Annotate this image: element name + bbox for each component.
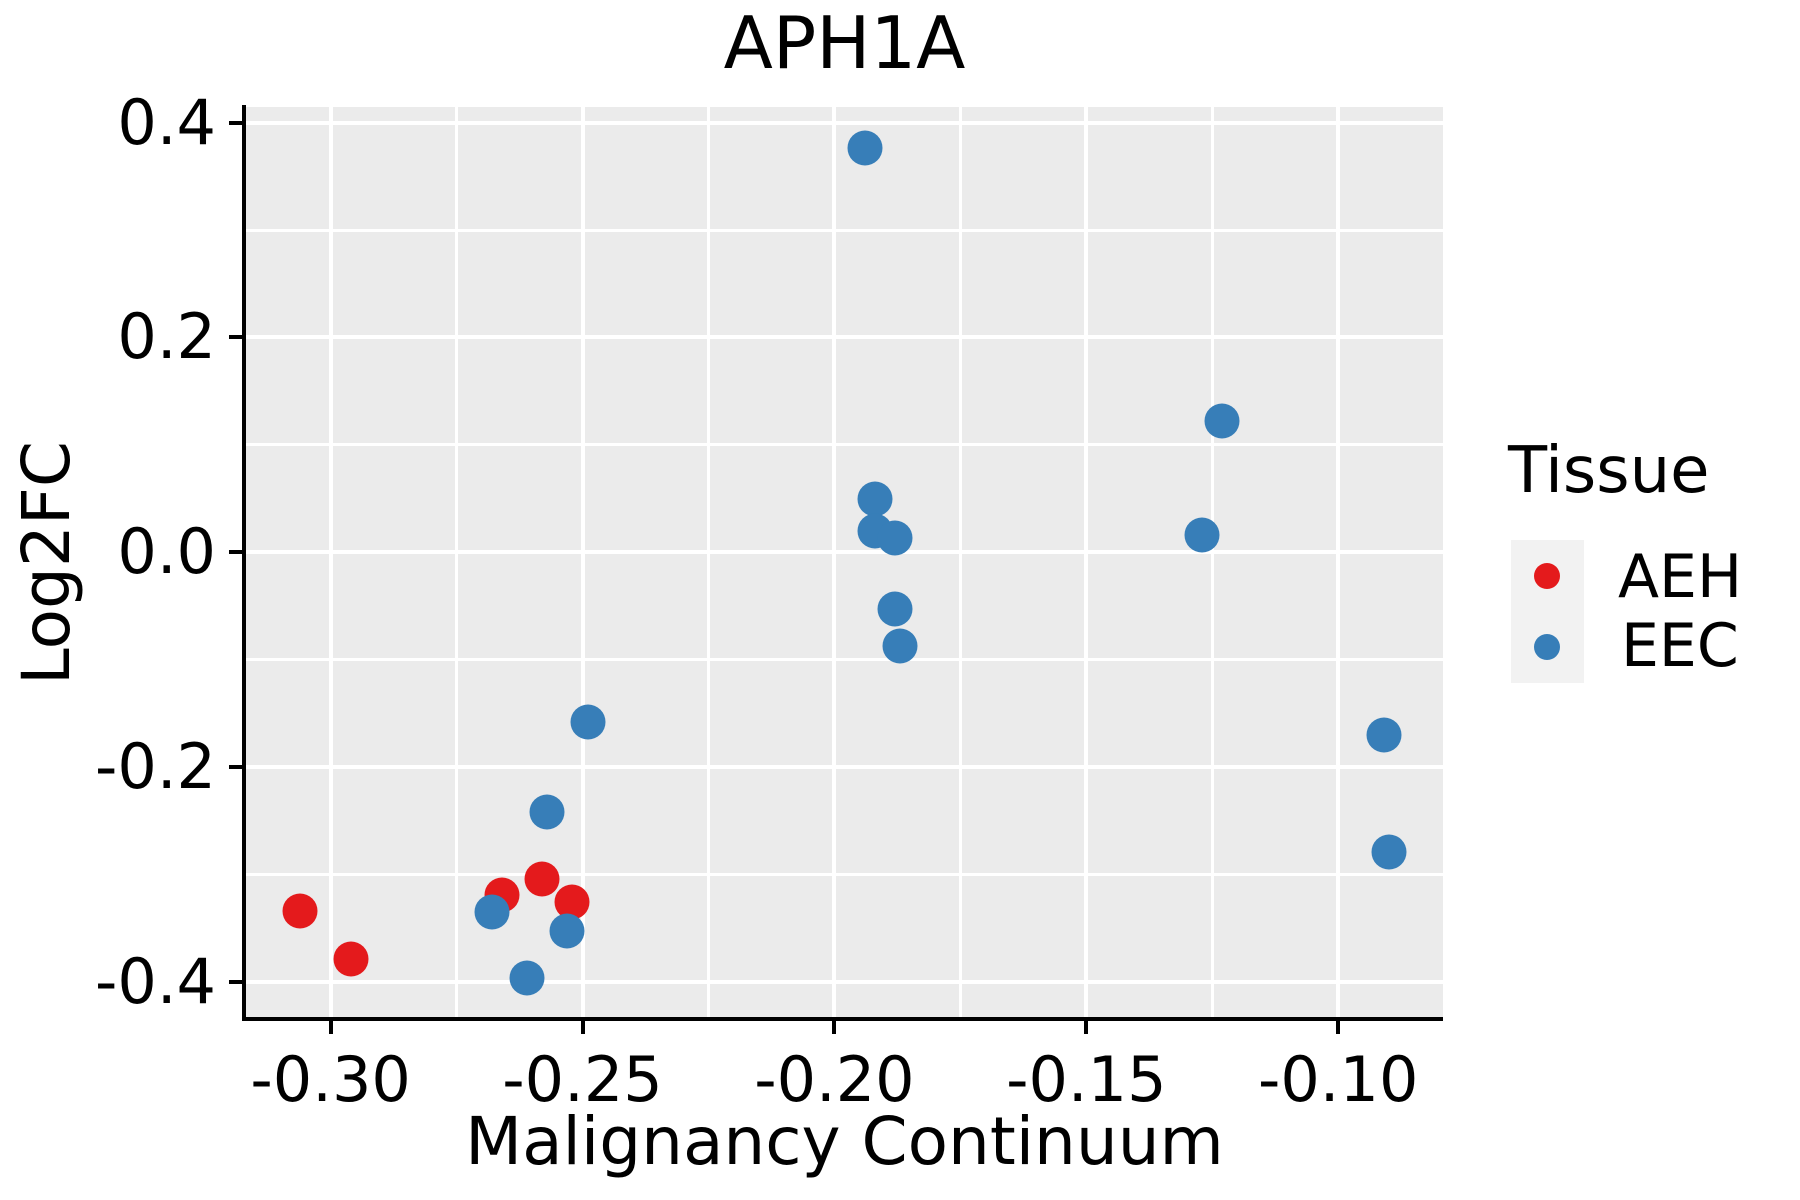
x-axis-spine: [242, 1017, 1443, 1021]
x-minor-gridline: [706, 107, 710, 1019]
x-tick-mark: [580, 1021, 585, 1034]
y-tick-label: 0.0: [117, 515, 216, 589]
x-major-gridline: [1084, 107, 1089, 1019]
data-point-eec: [1184, 517, 1220, 553]
legend-aeh-dot-icon: [1534, 563, 1560, 589]
y-axis-spine: [242, 105, 246, 1021]
x-minor-gridline: [455, 107, 459, 1019]
x-tick-mark: [1084, 1021, 1089, 1034]
x-tick-mark: [1336, 1021, 1341, 1034]
y-major-gridline: [246, 550, 1443, 555]
data-point-eec: [549, 913, 585, 949]
y-tick-mark: [229, 120, 242, 125]
x-tick-mark: [328, 1021, 333, 1034]
y-major-gridline: [246, 979, 1443, 984]
y-minor-gridline: [246, 872, 1443, 876]
data-point-eec: [529, 794, 565, 830]
data-point-eec: [570, 704, 606, 740]
x-major-gridline: [328, 107, 333, 1019]
y-major-gridline: [246, 765, 1443, 770]
x-tick-mark: [832, 1021, 837, 1034]
x-tick-label: -0.20: [754, 1043, 915, 1116]
y-tick-mark: [229, 335, 242, 340]
data-point-eec: [1371, 834, 1407, 870]
x-major-gridline: [832, 107, 837, 1019]
data-point-eec: [877, 520, 913, 556]
data-point-aeh: [282, 893, 318, 929]
x-axis-label: Malignancy Continuum: [465, 1103, 1224, 1180]
x-minor-gridline: [958, 107, 962, 1019]
legend-eec-dot-icon: [1534, 634, 1560, 660]
data-point-eec: [847, 130, 883, 166]
legend-title: Tissue: [1508, 434, 1710, 508]
x-major-gridline: [1336, 107, 1341, 1019]
data-point-eec: [509, 960, 545, 996]
legend-aeh-label: AEH: [1618, 542, 1743, 612]
data-point-eec: [857, 481, 893, 517]
y-tick-mark: [229, 765, 242, 770]
x-major-gridline: [580, 107, 585, 1019]
data-point-eec: [1366, 717, 1402, 753]
data-point-aeh: [524, 861, 560, 897]
data-point-eec: [877, 591, 913, 627]
data-point-eec: [1204, 403, 1240, 439]
legend-key-background: [1511, 540, 1584, 683]
y-axis-label: Log2FC: [8, 441, 85, 685]
y-tick-label: 0.2: [117, 300, 216, 374]
x-tick-label: -0.10: [1257, 1043, 1419, 1116]
y-minor-gridline: [246, 443, 1443, 447]
chart-title: APH1A: [723, 1, 966, 85]
y-tick-mark: [229, 979, 242, 984]
y-tick-mark: [229, 550, 242, 555]
legend-eec-label: EEC: [1621, 611, 1739, 681]
y-major-gridline: [246, 120, 1443, 125]
y-minor-gridline: [246, 658, 1443, 662]
y-tick-label: 0.4: [117, 85, 216, 159]
x-tick-label: -0.25: [502, 1043, 663, 1116]
y-tick-label: -0.4: [95, 944, 216, 1018]
data-point-eec: [474, 894, 510, 930]
x-minor-gridline: [1210, 107, 1214, 1019]
x-tick-label: -0.15: [1006, 1043, 1167, 1116]
data-point-eec: [882, 628, 918, 664]
x-tick-label: -0.30: [250, 1043, 411, 1116]
y-minor-gridline: [246, 228, 1443, 232]
plot-panel: [246, 107, 1443, 1019]
data-point-aeh: [333, 941, 369, 977]
y-major-gridline: [246, 335, 1443, 340]
y-tick-label: -0.2: [95, 729, 216, 803]
